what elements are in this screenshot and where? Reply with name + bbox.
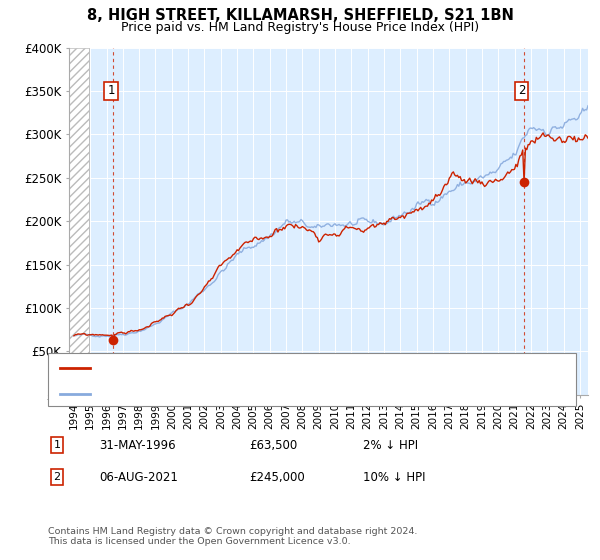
Text: 2: 2 [518, 85, 526, 97]
Text: 8, HIGH STREET, KILLAMARSH, SHEFFIELD, S21 1BN: 8, HIGH STREET, KILLAMARSH, SHEFFIELD, S… [86, 8, 514, 24]
Bar [69, 48, 89, 395]
Text: 31-MAY-1996: 31-MAY-1996 [99, 438, 176, 452]
Text: 1: 1 [53, 440, 61, 450]
Text: 8, HIGH STREET, KILLAMARSH, SHEFFIELD, S21 1BN (detached house): 8, HIGH STREET, KILLAMARSH, SHEFFIELD, S… [96, 363, 487, 373]
Text: 2% ↓ HPI: 2% ↓ HPI [363, 438, 418, 452]
Text: £245,000: £245,000 [249, 470, 305, 484]
Text: Price paid vs. HM Land Registry's House Price Index (HPI): Price paid vs. HM Land Registry's House … [121, 21, 479, 34]
Text: 10% ↓ HPI: 10% ↓ HPI [363, 470, 425, 484]
Text: 06-AUG-2021: 06-AUG-2021 [99, 470, 178, 484]
Text: 1: 1 [107, 85, 115, 97]
Text: £63,500: £63,500 [249, 438, 297, 452]
Text: 2: 2 [53, 472, 61, 482]
Text: Contains HM Land Registry data © Crown copyright and database right 2024.
This d: Contains HM Land Registry data © Crown c… [48, 526, 418, 546]
Text: HPI: Average price, detached house, North East Derbyshire: HPI: Average price, detached house, Nort… [96, 389, 425, 399]
